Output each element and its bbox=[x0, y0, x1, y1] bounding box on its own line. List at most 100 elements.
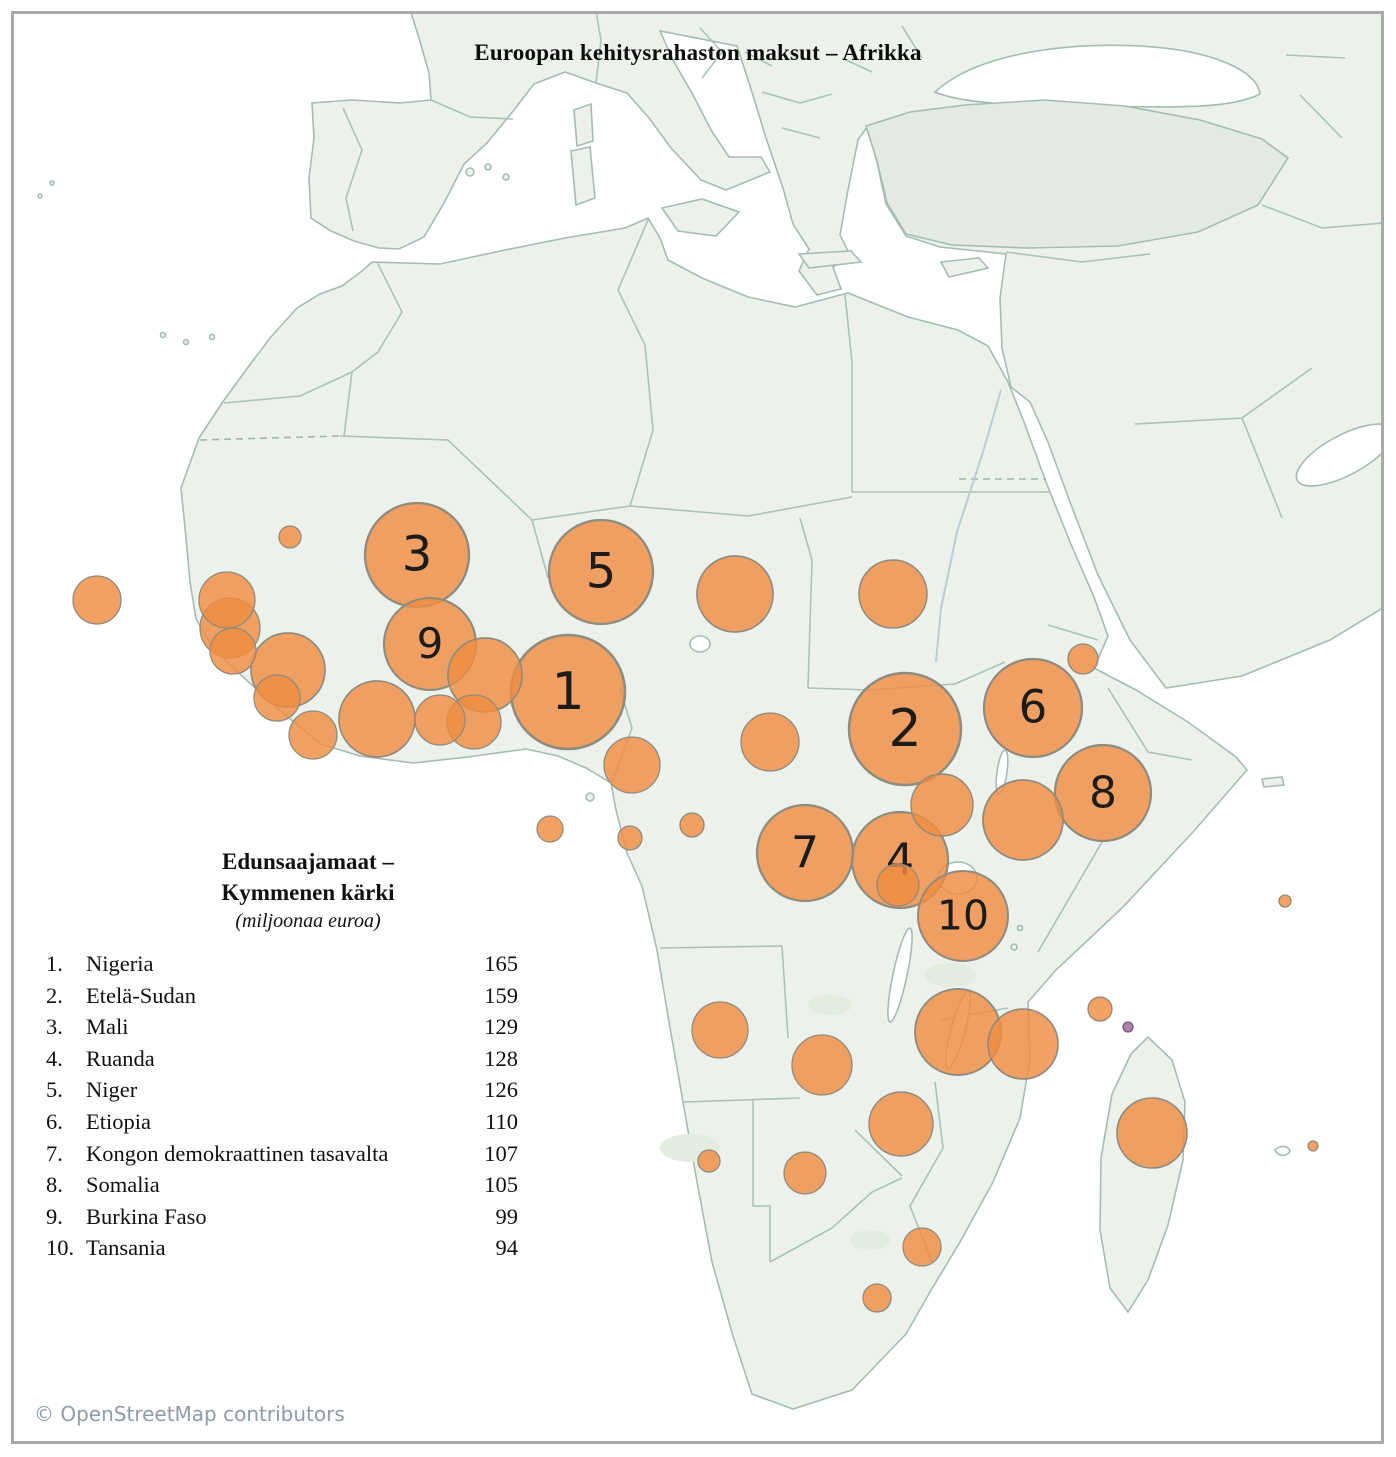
bubble-rank-label: 9 bbox=[417, 619, 444, 668]
map-bubble-rank-10: 10 bbox=[918, 871, 1008, 961]
map-bubble bbox=[604, 737, 660, 793]
legend-item-value: 105 bbox=[484, 1172, 518, 1198]
legend-item-value: 165 bbox=[484, 951, 518, 976]
map-bubble-rank-5: 5 bbox=[549, 520, 653, 624]
bubble-rank-label: 10 bbox=[937, 892, 989, 940]
legend-item-country: Kongon demokraattinen tasavalta bbox=[86, 1140, 389, 1166]
legend-item-value: 110 bbox=[485, 1108, 518, 1134]
map-bubble bbox=[792, 1035, 852, 1095]
map-bubble bbox=[537, 816, 563, 842]
legend-item: 8. Somalia 105 bbox=[40, 1169, 518, 1201]
country-borders bbox=[224, 0, 1396, 1262]
map-bubble bbox=[741, 713, 799, 771]
legend-item-rank: 3. bbox=[46, 1014, 63, 1040]
legend-item-country: Burkina Faso bbox=[86, 1203, 207, 1229]
map-bubble-rank-2: 2 bbox=[849, 673, 961, 785]
map-bubble bbox=[1279, 895, 1291, 907]
land-anatolia bbox=[866, 100, 1288, 248]
map-bubble bbox=[254, 675, 300, 721]
legend-item: 4. Ruanda 128 bbox=[40, 1043, 518, 1075]
legend-item-country: Etelä-Sudan bbox=[86, 982, 196, 1008]
legend-item-value: 129 bbox=[484, 1014, 518, 1040]
map-bubble bbox=[289, 711, 337, 759]
legend-heading-line1: Edunsaajamaat – bbox=[222, 849, 394, 874]
bubble-rank-label: 2 bbox=[888, 699, 921, 759]
map-bubble bbox=[911, 774, 973, 836]
legend-item-country: Mali bbox=[86, 1014, 129, 1040]
bubble-rank-label: 3 bbox=[402, 527, 433, 583]
legend-item-value: 94 bbox=[495, 1235, 519, 1261]
bubble-rank-label: 6 bbox=[1019, 681, 1048, 734]
map-bubble bbox=[415, 695, 465, 745]
land-madagascar bbox=[1100, 1037, 1185, 1312]
legend-item-rank: 5. bbox=[46, 1077, 63, 1103]
map-bubble bbox=[877, 864, 919, 906]
legend-item: 2. Etelä-Sudan 159 bbox=[40, 980, 518, 1012]
legend-heading: Edunsaajamaat – Kymmenen kärki (miljoona… bbox=[158, 846, 458, 935]
legend-item-rank: 2. bbox=[46, 982, 63, 1008]
legend-item: 7. Kongon demokraattinen tasavalta 107 bbox=[40, 1138, 518, 1170]
bubble-rank-label: 5 bbox=[586, 544, 617, 600]
map-bubble bbox=[339, 681, 415, 757]
legend-heading-line2: Kymmenen kärki bbox=[221, 880, 395, 905]
map-bubble-rank-3: 3 bbox=[365, 503, 469, 607]
legend-item-country: Somalia bbox=[86, 1172, 160, 1198]
legend-item: 5. Niger 126 bbox=[40, 1074, 518, 1106]
map-bubble bbox=[859, 560, 927, 628]
map-bubble bbox=[983, 780, 1063, 860]
map-bubble bbox=[698, 1150, 720, 1172]
map-bubble bbox=[1123, 1022, 1133, 1032]
legend-item-rank: 9. bbox=[46, 1203, 63, 1229]
map-bubble bbox=[279, 526, 301, 548]
bubble-rank-label: 7 bbox=[791, 827, 819, 878]
map-bubble bbox=[903, 1228, 941, 1266]
legend-item-rank: 1. bbox=[46, 951, 63, 976]
page-title: Euroopan kehitysrahaston maksut – Afrikk… bbox=[474, 40, 922, 65]
legend-item: 9. Burkina Faso 99 bbox=[40, 1201, 518, 1233]
map-bubble-rank-1: 1 bbox=[511, 635, 625, 749]
legend-item-value: 126 bbox=[484, 1077, 518, 1103]
map-bubble bbox=[988, 1009, 1058, 1079]
map-bubble bbox=[692, 1002, 748, 1058]
map-bubble bbox=[1088, 997, 1112, 1021]
legend-item: 6. Etiopia 110 bbox=[40, 1106, 518, 1138]
legend-item-country: Niger bbox=[86, 1077, 138, 1103]
map-bubble bbox=[199, 572, 255, 628]
legend-item: 3. Mali 129 bbox=[40, 1011, 518, 1043]
bubble-rank-label: 8 bbox=[1089, 767, 1117, 818]
map-bubble bbox=[784, 1152, 826, 1194]
legend-item-country: Etiopia bbox=[86, 1108, 151, 1134]
legend-item-value: 99 bbox=[495, 1203, 519, 1229]
legend-item-rank: 6. bbox=[46, 1108, 63, 1134]
legend-item-rank: 10. bbox=[46, 1235, 75, 1261]
osm-attribution-link[interactable]: © OpenStreetMap contributors bbox=[28, 1400, 351, 1428]
map-bubble-rank-8: 8 bbox=[1055, 745, 1151, 841]
bubble-rank-label: 1 bbox=[551, 662, 584, 722]
bubbles-layer: 1 2 3 5 6 47 8 9 10 bbox=[73, 503, 1318, 1312]
map-bubble bbox=[680, 813, 704, 837]
legend-item-value: 128 bbox=[484, 1045, 518, 1071]
legend-item-value: 159 bbox=[484, 982, 518, 1008]
map-bubble bbox=[1068, 644, 1098, 674]
legend-list: 1. Nigeria 165 2. Etelä-Sudan 159 3. Mali 129 4. R… bbox=[40, 948, 518, 1264]
map-bubble bbox=[618, 826, 642, 850]
legend-item-rank: 8. bbox=[46, 1172, 63, 1198]
islands bbox=[38, 104, 1290, 1155]
map-bubble bbox=[863, 1284, 891, 1312]
map-bubble bbox=[1308, 1141, 1318, 1151]
legend-item-rank: 4. bbox=[46, 1045, 63, 1071]
legend-item-country: Tansania bbox=[86, 1235, 166, 1261]
legend-item-country: Ruanda bbox=[86, 1045, 155, 1071]
map-bubble bbox=[1117, 1098, 1187, 1168]
map-bubble-rank-7: 7 bbox=[757, 805, 853, 901]
legend-item: 1. Nigeria 165 bbox=[40, 948, 518, 980]
map-bubble bbox=[915, 989, 1001, 1075]
legend-item-value: 107 bbox=[484, 1140, 518, 1166]
map-bubble bbox=[697, 556, 773, 632]
nile-river bbox=[936, 390, 1001, 662]
legend-subheading: (miljoonaa euroa) bbox=[235, 910, 381, 932]
map-bubble-rank-4: 4 bbox=[852, 812, 948, 908]
map-bubble bbox=[210, 628, 256, 674]
top10-legend: Edunsaajamaat – Kymmenen kärki (miljoona… bbox=[40, 846, 518, 1264]
